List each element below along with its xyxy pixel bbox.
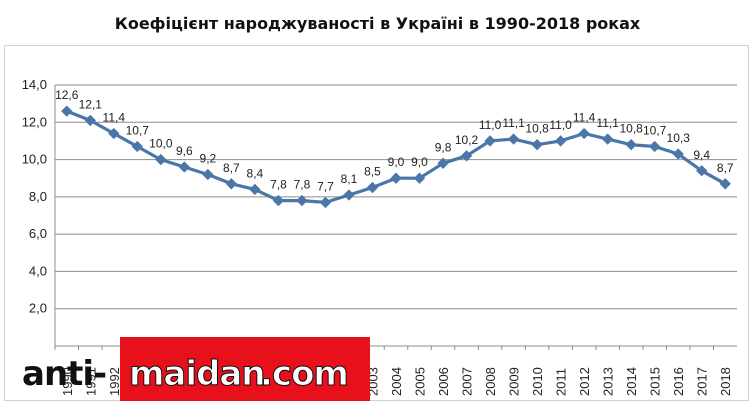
data-point-marker bbox=[625, 139, 637, 151]
data-label: 9,0 bbox=[411, 155, 428, 169]
data-label: 9,8 bbox=[435, 140, 452, 154]
data-point-marker bbox=[578, 127, 590, 140]
data-point-marker bbox=[249, 183, 261, 196]
data-label: 10,2 bbox=[455, 133, 479, 147]
data-label: 10,7 bbox=[643, 124, 667, 138]
data-label: 9,0 bbox=[388, 155, 405, 169]
data-point-marker bbox=[343, 189, 355, 201]
data-label: 11,1 bbox=[502, 116, 525, 130]
data-point-marker bbox=[202, 168, 214, 181]
data-label: 9,4 bbox=[693, 148, 710, 162]
data-point-marker bbox=[601, 133, 614, 145]
x-tick-label: 2011 bbox=[554, 368, 569, 396]
x-tick-label: 2012 bbox=[577, 367, 592, 396]
data-label: 11,4 bbox=[573, 110, 596, 124]
data-point-marker bbox=[531, 139, 543, 151]
data-point-marker bbox=[131, 140, 143, 153]
data-point-marker bbox=[390, 172, 402, 184]
data-point-marker bbox=[296, 194, 308, 207]
data-label: 10,8 bbox=[619, 122, 643, 136]
y-tick-label: 6,0 bbox=[29, 226, 47, 241]
y-tick-label: 2,0 bbox=[29, 301, 47, 316]
data-label: 8,1 bbox=[341, 172, 358, 186]
y-tick-label: 10,0 bbox=[22, 152, 47, 167]
y-tick-label: 4,0 bbox=[29, 263, 47, 278]
data-label: 12,6 bbox=[55, 88, 79, 102]
data-point-marker bbox=[696, 165, 708, 177]
data-label: 10,0 bbox=[149, 137, 173, 151]
data-label: 11,1 bbox=[596, 116, 619, 130]
watermark-text-com: .com bbox=[260, 354, 350, 395]
data-label: 7,8 bbox=[270, 178, 287, 192]
data-label: 10,8 bbox=[525, 122, 549, 136]
x-tick-label: 1992 bbox=[107, 367, 122, 396]
data-label: 11,4 bbox=[103, 110, 126, 124]
x-tick-label: 1991 bbox=[83, 367, 98, 396]
x-tick-label: 1990 bbox=[60, 367, 75, 396]
data-label: 12,1 bbox=[79, 97, 103, 111]
x-tick-label: 2017 bbox=[695, 367, 710, 396]
data-label: 9,2 bbox=[200, 151, 217, 165]
data-point-marker bbox=[672, 148, 684, 160]
data-point-marker bbox=[413, 172, 426, 184]
data-label: 10,3 bbox=[667, 131, 691, 145]
data-point-marker bbox=[155, 153, 167, 166]
data-point-marker bbox=[178, 161, 191, 173]
x-tick-label: 2009 bbox=[507, 367, 522, 396]
data-point-marker bbox=[460, 150, 473, 162]
x-tick-label: 2008 bbox=[483, 367, 498, 396]
x-tick-label: 2013 bbox=[601, 367, 616, 396]
chart-title: Коефіцієнт народжуваності в Україні в 19… bbox=[114, 14, 641, 33]
chart-frame bbox=[4, 45, 749, 401]
data-point-marker bbox=[61, 105, 73, 117]
data-label: 9,6 bbox=[176, 144, 193, 158]
data-label: 8,5 bbox=[364, 165, 381, 179]
data-label: 7,7 bbox=[317, 179, 334, 193]
data-point-marker bbox=[719, 178, 731, 190]
watermark-red-box bbox=[120, 337, 370, 401]
data-label: 10,7 bbox=[126, 124, 150, 138]
data-label: 7,8 bbox=[294, 178, 311, 192]
watermark-text-maidan: maidan bbox=[129, 354, 267, 395]
x-tick-label: 2005 bbox=[413, 367, 428, 396]
data-point-marker bbox=[649, 140, 661, 153]
x-tick-label: 2014 bbox=[624, 367, 639, 396]
y-tick-label: 12,0 bbox=[22, 114, 47, 129]
data-label: 8,4 bbox=[247, 166, 264, 180]
x-tick-label: 2010 bbox=[530, 367, 545, 396]
data-label: 8,7 bbox=[223, 161, 240, 175]
x-tick-label: 2006 bbox=[436, 367, 451, 396]
data-point-marker bbox=[366, 181, 379, 194]
data-point-marker bbox=[437, 157, 449, 169]
y-tick-label: 8,0 bbox=[29, 189, 47, 204]
data-point-marker bbox=[484, 135, 496, 147]
data-point-marker bbox=[554, 135, 567, 147]
data-point-marker bbox=[507, 133, 520, 145]
data-point-marker bbox=[319, 196, 332, 209]
data-label: 11,0 bbox=[479, 118, 502, 132]
x-tick-label: 2015 bbox=[648, 367, 663, 396]
x-tick-label: 2004 bbox=[389, 367, 404, 396]
data-label: 11,0 bbox=[549, 118, 572, 132]
x-tick-label: 2016 bbox=[671, 367, 686, 396]
x-tick-label: 2007 bbox=[460, 367, 475, 396]
data-point-marker bbox=[225, 178, 238, 190]
watermark-text-anti: anti- bbox=[22, 354, 107, 394]
y-tick-label: 14,0 bbox=[22, 77, 47, 92]
x-tick-label: 2018 bbox=[718, 367, 733, 396]
data-label: 8,7 bbox=[717, 161, 734, 175]
data-point-marker bbox=[272, 194, 285, 207]
